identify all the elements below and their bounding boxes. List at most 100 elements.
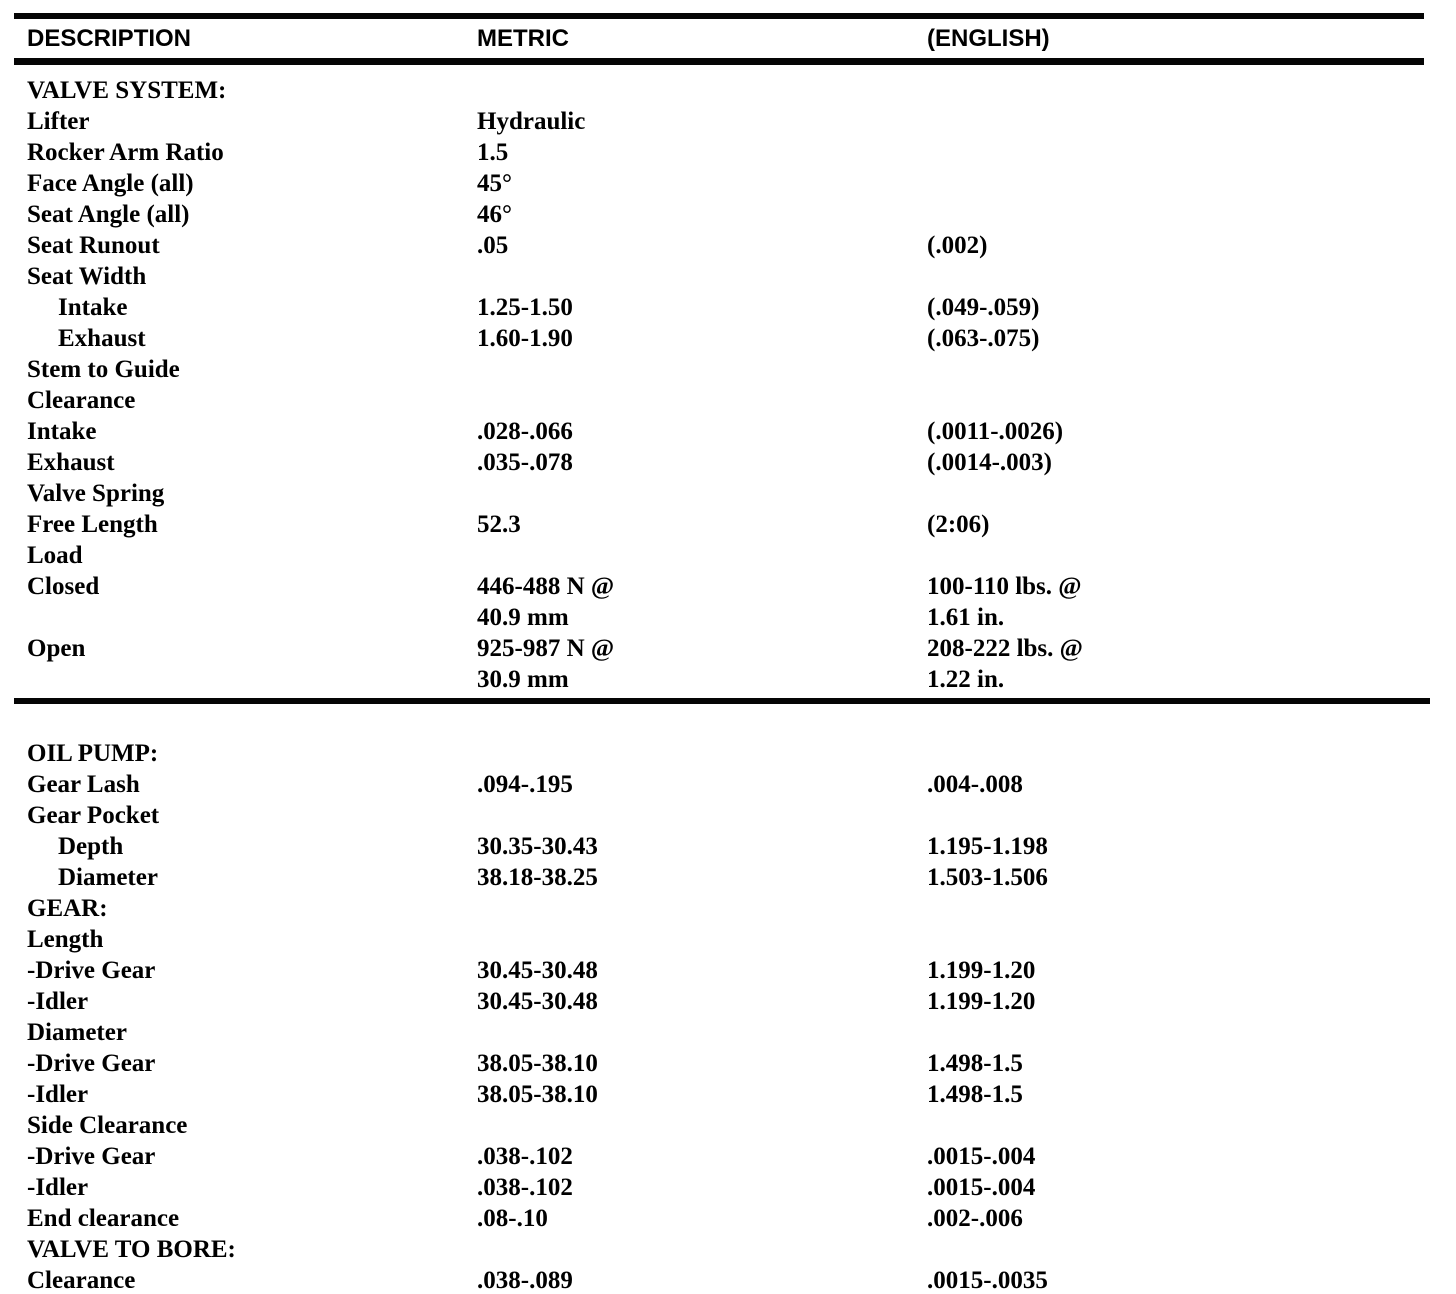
- description-cell: Seat Width: [27, 263, 147, 290]
- english-cell: .0015-.0035: [927, 1267, 1048, 1294]
- table-row: Diameter: [0, 1017, 1456, 1048]
- table-row: 40.9 mm 1.61 in.: [0, 602, 1456, 633]
- description-cell: End clearance: [27, 1205, 180, 1232]
- description-cell: Stem to Guide: [27, 356, 180, 383]
- description-cell: Face Angle (all): [27, 170, 194, 197]
- table-row: -Drive Gear .038-.102 .0015-.004: [0, 1141, 1456, 1172]
- metric-cell: 52.3: [477, 511, 521, 538]
- description-cell: Rocker Arm Ratio: [27, 139, 224, 166]
- metric-cell: .08-.10: [477, 1205, 548, 1232]
- description-cell: -Idler: [27, 1081, 89, 1108]
- table-row: -Idler 30.45-30.48 1.199-1.20: [0, 986, 1456, 1017]
- description-cell: Clearance: [27, 387, 136, 414]
- description-cell: VALVE SYSTEM:: [27, 77, 227, 104]
- table-row: VALVE SYSTEM:: [0, 75, 1456, 106]
- description-cell: -Drive Gear: [27, 1143, 156, 1170]
- description-cell: Exhaust: [27, 449, 115, 476]
- description-cell: Seat Angle (all): [27, 201, 190, 228]
- metric-cell: 46°: [477, 201, 512, 228]
- description-cell: Lifter: [27, 108, 90, 135]
- metric-cell: Hydraulic: [477, 108, 586, 135]
- table-header-row: DESCRIPTION METRIC (ENGLISH): [0, 19, 1456, 58]
- metric-cell: .038-.102: [477, 1143, 573, 1170]
- table-row: Intake .028-.066 (.0011-.0026): [0, 416, 1456, 447]
- table-row: End clearance .08-.10 .002-.006: [0, 1203, 1456, 1234]
- table-row: VALVE TO BORE:: [0, 1234, 1456, 1265]
- section-divider-rule: [14, 698, 1430, 704]
- table-row: Rocker Arm Ratio 1.5: [0, 137, 1456, 168]
- table-row: Face Angle (all) 45°: [0, 168, 1456, 199]
- table-row: 30.9 mm 1.22 in.: [0, 664, 1456, 695]
- table-row: Load: [0, 540, 1456, 571]
- english-cell: 1.498-1.5: [927, 1050, 1023, 1077]
- description-cell: Free Length: [27, 511, 158, 538]
- english-cell: 1.199-1.20: [927, 988, 1036, 1015]
- english-cell: 1.503-1.506: [927, 864, 1048, 891]
- metric-cell: 925-987 N @: [477, 635, 615, 662]
- english-cell: 1.61 in.: [927, 604, 1005, 631]
- metric-cell: 1.60-1.90: [477, 325, 573, 352]
- english-cell: 1.195-1.198: [927, 833, 1048, 860]
- metric-cell: 40.9 mm: [477, 604, 569, 631]
- english-cell: .002-.006: [927, 1205, 1023, 1232]
- metric-cell: 38.05-38.10: [477, 1081, 598, 1108]
- metric-cell: 30.45-30.48: [477, 988, 598, 1015]
- english-cell: 208-222 lbs. @: [927, 635, 1083, 662]
- table-row: Stem to Guide: [0, 354, 1456, 385]
- metric-cell: 1.25-1.50: [477, 294, 573, 321]
- metric-cell: .038-.102: [477, 1174, 573, 1201]
- table-row: Seat Runout .05 (.002): [0, 230, 1456, 261]
- description-cell: Load: [27, 542, 83, 569]
- description-cell: Diameter: [27, 1019, 127, 1046]
- metric-cell: .05: [477, 232, 509, 259]
- metric-cell: .038-.089: [477, 1267, 573, 1294]
- description-cell: VALVE TO BORE:: [27, 1236, 236, 1263]
- description-cell: Diameter: [58, 864, 158, 891]
- metric-cell: 30.45-30.48: [477, 957, 598, 984]
- metric-cell: .035-.078: [477, 449, 573, 476]
- metric-cell: 30.9 mm: [477, 666, 569, 693]
- table-row: -Idler 38.05-38.10 1.498-1.5: [0, 1079, 1456, 1110]
- description-cell: Side Clearance: [27, 1112, 188, 1139]
- english-cell: (.0014-.003): [927, 449, 1052, 476]
- english-cell: 1.498-1.5: [927, 1081, 1023, 1108]
- header-bottom-rule: [14, 58, 1424, 65]
- english-cell: .004-.008: [927, 771, 1023, 798]
- table-row: Exhaust 1.60-1.90 (.063-.075): [0, 323, 1456, 354]
- metric-cell: 1.5: [477, 139, 509, 166]
- english-cell: 1.22 in.: [927, 666, 1005, 693]
- top-rule: [14, 13, 1424, 19]
- table-row: Seat Angle (all) 46°: [0, 199, 1456, 230]
- table-row: Intake 1.25-1.50 (.049-.059): [0, 292, 1456, 323]
- description-cell: Valve Spring: [27, 480, 165, 507]
- description-cell: -Drive Gear: [27, 957, 156, 984]
- english-cell: 1.199-1.20: [927, 957, 1036, 984]
- description-cell: Length: [27, 926, 104, 953]
- metric-cell: .094-.195: [477, 771, 573, 798]
- description-cell: -Drive Gear: [27, 1050, 156, 1077]
- table-row: -Drive Gear 30.45-30.48 1.199-1.20: [0, 955, 1456, 986]
- table-row: Gear Pocket: [0, 800, 1456, 831]
- english-cell: .0015-.004: [927, 1143, 1036, 1170]
- description-cell: Intake: [27, 418, 97, 445]
- table-row: Gear Lash .094-.195 .004-.008: [0, 769, 1456, 800]
- table-row: Open 925-987 N @ 208-222 lbs. @: [0, 633, 1456, 664]
- english-cell: (.049-.059): [927, 294, 1040, 321]
- metric-cell: 30.35-30.43: [477, 833, 598, 860]
- table-row: OIL PUMP:: [0, 738, 1456, 769]
- table-row: Length: [0, 924, 1456, 955]
- oil-pump-section: OIL PUMP: Gear Lash .094-.195.004-.008 Gear…: [0, 704, 1456, 1294]
- table-row: Free Length 52.3 (2:06): [0, 509, 1456, 540]
- table-row: Closed 446-488 N @ 100-110 lbs. @: [0, 571, 1456, 602]
- metric-cell: .028-.066: [477, 418, 573, 445]
- description-cell: OIL PUMP:: [27, 740, 159, 767]
- description-cell: Clearance: [27, 1267, 136, 1294]
- table-row: GEAR:: [0, 893, 1456, 924]
- description-cell: GEAR:: [27, 895, 108, 922]
- table-row: Seat Width: [0, 261, 1456, 292]
- description-cell: -Idler: [27, 1174, 89, 1201]
- english-cell: (.063-.075): [927, 325, 1040, 352]
- description-cell: -Idler: [27, 988, 89, 1015]
- table-row: Exhaust .035-.078 (.0014-.003): [0, 447, 1456, 478]
